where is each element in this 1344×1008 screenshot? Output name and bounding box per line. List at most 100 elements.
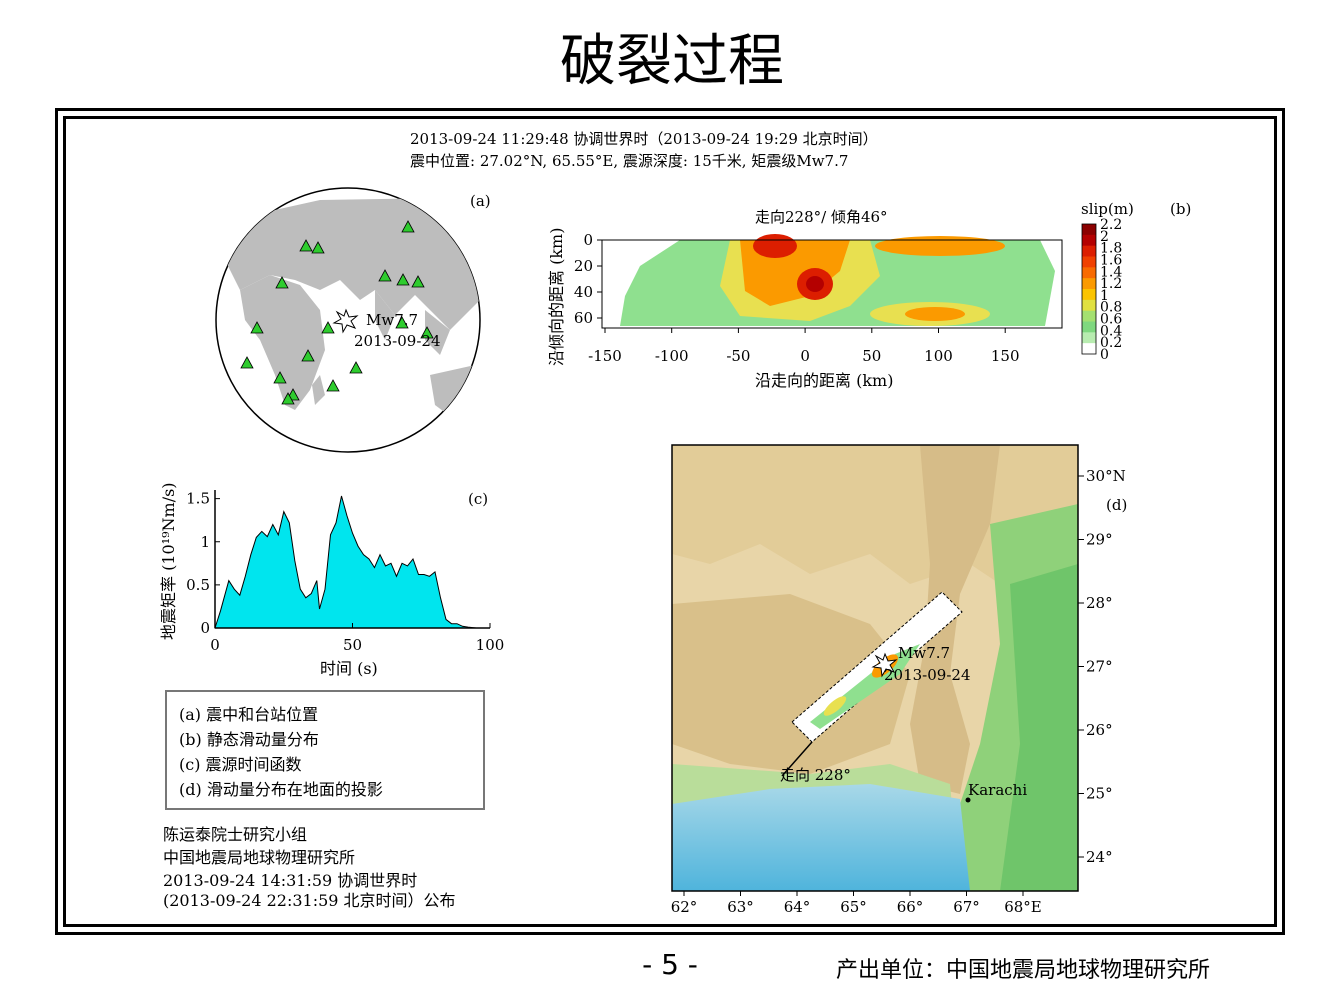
city-label: Karachi bbox=[968, 781, 1027, 799]
figure-frame-outer bbox=[55, 108, 1285, 935]
credit-institute: 中国地震局地球物理研究所 bbox=[163, 848, 356, 867]
colorbar-swatch bbox=[1082, 224, 1096, 236]
terrain-map bbox=[672, 445, 1078, 891]
colorbar-swatch bbox=[1082, 310, 1096, 322]
panel-b-xtick-label: 0 bbox=[800, 347, 810, 365]
colorbar-swatch bbox=[1082, 332, 1096, 344]
panel-b-xtick-label: -100 bbox=[655, 347, 689, 365]
panel-b-xlabel: 沿走向的距离 (km) bbox=[755, 371, 893, 390]
station-triangle-icon bbox=[378, 269, 392, 282]
strike-direction-line bbox=[781, 741, 813, 777]
legend-item-d: (d) 滑动量分布在地面的投影 bbox=[179, 780, 383, 799]
panel-b-xtick-label: -50 bbox=[726, 347, 750, 365]
panel-d-lon-tick-label: 66° bbox=[897, 898, 924, 916]
panel-d-lon-tick-label: 65° bbox=[840, 898, 867, 916]
page-title: 破裂过程 bbox=[560, 29, 784, 94]
panel-d-lat-tick-label: 28° bbox=[1086, 594, 1113, 612]
panel-b-xtick-label: 150 bbox=[991, 347, 1020, 365]
colorbar-swatch bbox=[1082, 245, 1096, 257]
panel-b-xtick-label: 50 bbox=[862, 347, 881, 365]
station-triangle-icon bbox=[395, 316, 409, 329]
colorbar-swatch bbox=[1082, 343, 1096, 355]
panel-a-magnitude: Mw7.7 bbox=[366, 311, 418, 329]
panel-d-label: (d) bbox=[1106, 496, 1127, 514]
header-location-line: 震中位置: 27.02°N, 65.55°E, 震源深度: 15千米, 矩震级M… bbox=[410, 152, 849, 170]
colorbar-tick-label: 1.2 bbox=[1100, 276, 1122, 292]
slip-field bbox=[601, 234, 1063, 329]
station-triangle-icon bbox=[273, 371, 287, 384]
colorbar-tick-label: 1.4 bbox=[1100, 264, 1122, 280]
legend-box: (a) 震中和台站位置 (b) 静态滑动量分布 (c) 震源时间函数 (d) 滑… bbox=[165, 690, 485, 810]
colorbar-swatch bbox=[1082, 267, 1096, 279]
station-triangle-icon bbox=[311, 241, 325, 254]
panel-d-lat-tick-label: 24° bbox=[1086, 848, 1113, 866]
station-triangle-icon bbox=[275, 276, 289, 289]
panel-c-ytick-label: 0.5 bbox=[186, 576, 210, 594]
colorbar-swatch bbox=[1082, 278, 1096, 290]
panel-d-magnitude: Mw7.7 bbox=[898, 644, 950, 662]
colorbar-tick-label: 0.4 bbox=[1100, 323, 1122, 339]
panel-a-date: 2013-09-24 bbox=[354, 332, 440, 350]
header-time-line: 2013-09-24 11:29:48 协调世界时（2013-09-24 19:… bbox=[410, 130, 878, 148]
panel-d-projection-map: Mw7.7 2013-09-24 走向 228° Karachi (d) 30°… bbox=[671, 444, 1127, 916]
panel-a-globe: (a) Mw7.7 2013-09-24 bbox=[215, 187, 491, 453]
panel-b-ytick-label: 0 bbox=[583, 231, 593, 249]
panel-c-xtick-label: 100 bbox=[476, 636, 505, 654]
panel-d-lon-tick-label: 63° bbox=[727, 898, 754, 916]
colorbar-tick-label: 0 bbox=[1100, 347, 1109, 363]
colorbar-tick-label: 1.8 bbox=[1100, 241, 1122, 257]
panel-d-lat-tick-label: 26° bbox=[1086, 721, 1113, 739]
panel-d-date: 2013-09-24 bbox=[884, 666, 970, 684]
panel-d-lon-tick-label: 62° bbox=[671, 898, 698, 916]
city-marker-icon bbox=[965, 797, 971, 803]
panel-d-lat-tick-label: 25° bbox=[1086, 785, 1113, 803]
panel-a-label: (a) bbox=[470, 192, 491, 210]
colorbar-swatch bbox=[1082, 299, 1096, 312]
station-triangle-icon bbox=[281, 392, 295, 405]
panel-c-label: (c) bbox=[468, 490, 488, 508]
colorbar-tick-label: 0.6 bbox=[1100, 312, 1122, 328]
credit-group: 陈运泰院士研究小组 bbox=[163, 825, 308, 844]
colorbar-swatch bbox=[1082, 234, 1096, 247]
station-triangle-icon bbox=[301, 349, 315, 362]
colorbar-tick-label: 2 bbox=[1100, 229, 1109, 245]
panel-d-lon-tick-label: 64° bbox=[784, 898, 811, 916]
station-triangle-icon bbox=[411, 275, 425, 288]
credits-block: 陈运泰院士研究小组 中国地震局地球物理研究所 2013-09-24 14:31:… bbox=[163, 823, 456, 910]
colorbar-tick-label: 2.2 bbox=[1100, 217, 1122, 233]
map-epicenter-star-icon bbox=[871, 652, 898, 678]
panel-c-ytick-label: 0 bbox=[200, 619, 210, 637]
colorbar-tick-label: 0.2 bbox=[1100, 335, 1122, 351]
colorbar-tick-label: 1 bbox=[1100, 288, 1109, 304]
station-triangle-icon bbox=[321, 321, 335, 334]
panel-b-ytick-label: 40 bbox=[574, 283, 593, 301]
colorbar-tick-label: 0.8 bbox=[1100, 300, 1122, 316]
station-triangle-icon bbox=[326, 379, 340, 392]
page-number: - 5 - bbox=[642, 948, 698, 981]
legend-item-a: (a) 震中和台站位置 bbox=[179, 705, 319, 724]
station-triangle-icon bbox=[420, 326, 434, 339]
colorbar-swatch bbox=[1082, 321, 1096, 333]
panel-c-ylabel: 地震矩率 (10¹⁹Nm/s) bbox=[159, 482, 178, 640]
globe-land bbox=[225, 198, 480, 420]
colorbar-title: slip(m) bbox=[1081, 200, 1134, 218]
colorbar-swatch bbox=[1082, 289, 1096, 301]
panel-b-subtitle: 走向228°/ 倾角46° bbox=[755, 208, 888, 226]
legend-item-b: (b) 静态滑动量分布 bbox=[179, 730, 319, 749]
panel-d-lat-tick-label: 29° bbox=[1086, 531, 1113, 549]
panel-c-ytick-label: 1 bbox=[200, 533, 210, 551]
station-triangle-icon bbox=[250, 321, 264, 334]
station-triangle-icon bbox=[401, 220, 415, 233]
station-triangle-icon bbox=[240, 356, 254, 369]
panel-c-xtick-label: 0 bbox=[210, 636, 220, 654]
legend-item-c: (c) 震源时间函数 bbox=[179, 755, 302, 774]
moment-rate-area bbox=[214, 495, 477, 629]
panel-c-moment-rate: 0 50 100 0 0.5 1 1.5 (c) 时间 (s) 地震矩率 (10¹⁹Nm/… bbox=[159, 482, 505, 678]
station-triangle-icon bbox=[299, 239, 313, 252]
publisher-label: 产出单位：中国地震局地球物理研究所 bbox=[836, 958, 1211, 983]
colorbar-tick-label: 1.6 bbox=[1100, 252, 1122, 268]
panel-b-slip-map: 走向228°/ 倾角46° slip(m) (b) -150 -100 -50 0 50… bbox=[547, 200, 1191, 390]
credit-publish-utc: 2013-09-24 14:31:59 协调世界时 bbox=[163, 871, 418, 890]
epicenter-star-icon bbox=[332, 308, 359, 334]
panel-b-ytick-label: 20 bbox=[574, 257, 593, 275]
